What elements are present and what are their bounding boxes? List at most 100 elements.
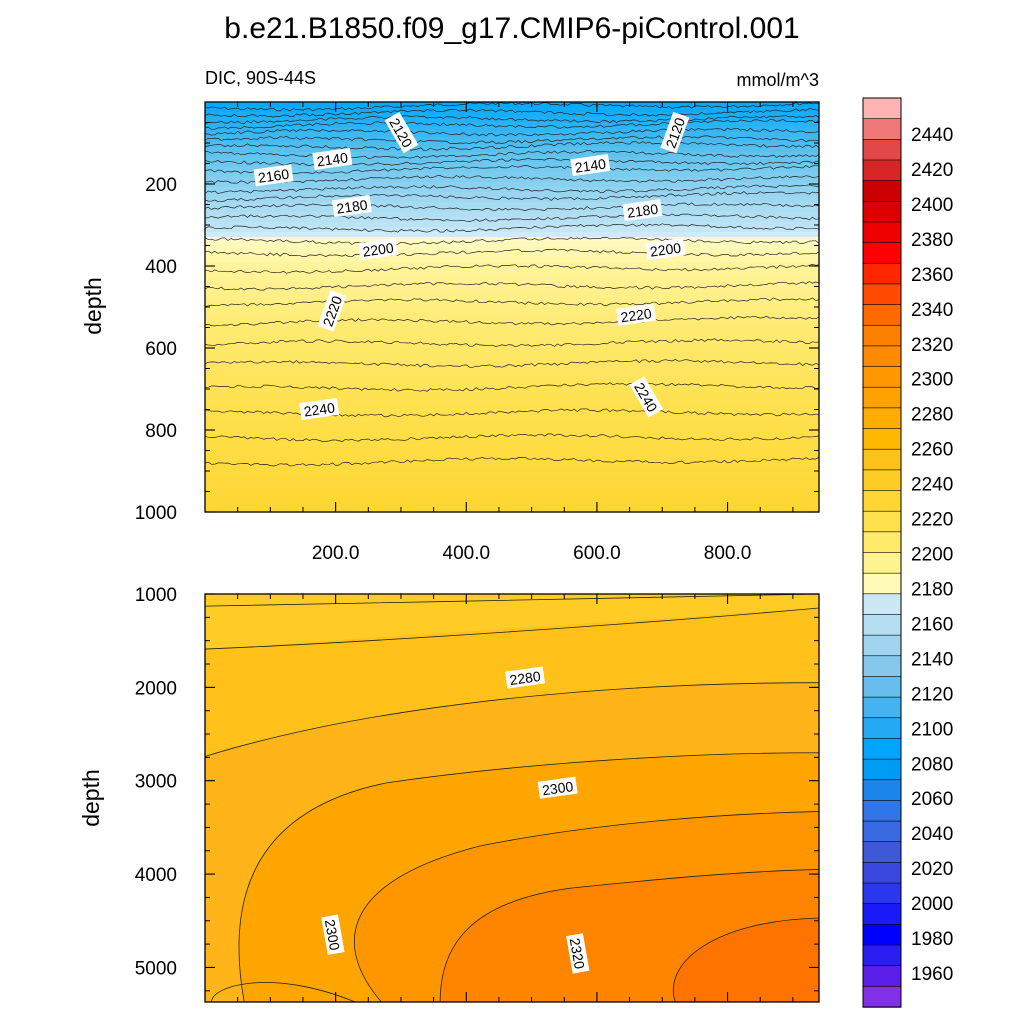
colorbar-label: 2400 [911, 195, 953, 216]
colorbar-box [862, 531, 902, 554]
colorbar-box [862, 634, 902, 657]
y-tick-label-lower: 5000 [135, 958, 177, 979]
colorbar-box [862, 118, 902, 141]
colorbar-box [862, 593, 902, 616]
colorbar-box [862, 717, 902, 740]
colorbar-box [862, 820, 902, 843]
colorbar-label: 2060 [911, 789, 953, 810]
y-tick-label-upper: 600 [145, 339, 177, 360]
colorbar-box [862, 139, 902, 161]
contour-label-upper-8: 2200 [645, 238, 686, 261]
colorbar-box [862, 655, 902, 678]
colorbar-label: 2420 [911, 160, 953, 181]
colorbar-label: 2260 [911, 440, 953, 461]
y-tick-label-upper: 1000 [135, 503, 177, 524]
colorbar-label: 2360 [911, 265, 953, 286]
colorbar-box [862, 903, 902, 926]
contour-label-lower-2: 2300 [321, 914, 345, 955]
colorbar-box [862, 924, 902, 946]
colorbar-label: 2020 [911, 859, 953, 880]
colorbar-box [862, 614, 902, 636]
contour-label-upper-7: 2200 [358, 238, 399, 261]
colorbar-label: 2300 [911, 370, 953, 391]
colorbar-label: 2280 [911, 405, 953, 426]
contour-label-upper-5: 2180 [331, 195, 372, 218]
colorbar-box [862, 758, 902, 781]
svg-text:2320: 2320 [567, 937, 588, 971]
colorbar-box [862, 407, 902, 430]
colorbar-box [862, 159, 902, 182]
colorbar-box [862, 572, 902, 595]
svg-text:2300: 2300 [541, 778, 574, 798]
colorbar-box [862, 283, 902, 306]
x-tick-label: 600.0 [573, 543, 621, 564]
colorbar-box [862, 944, 902, 967]
colorbar: 2440 2420 2400 2380 2360 2340 2320 2300 2280 2260… [862, 97, 953, 1008]
y-tick-label-upper: 200 [145, 175, 177, 196]
svg-text:2200: 2200 [362, 239, 395, 259]
svg-text:2140: 2140 [316, 149, 349, 169]
colorbar-box [862, 738, 902, 760]
contour-label-upper-6: 2180 [622, 199, 663, 222]
x-tick-label: 800.0 [704, 543, 752, 564]
colorbar-label: 2140 [911, 649, 953, 670]
colorbar-label: 2180 [911, 579, 953, 600]
svg-text:2280: 2280 [509, 668, 542, 688]
colorbar-box [862, 180, 902, 202]
colorbar-box [862, 324, 902, 347]
colorbar-box [862, 366, 902, 388]
colorbar-label: 1980 [911, 929, 953, 950]
svg-text:2160: 2160 [257, 166, 290, 186]
y-tick-label-lower: 4000 [135, 865, 177, 886]
y-axis-label-lower: depth [78, 769, 104, 827]
colorbar-box [862, 552, 902, 574]
colorbar-box [862, 510, 902, 533]
contour-label-upper-11: 2240 [299, 397, 340, 421]
contour-label-lower-1: 2300 [537, 776, 578, 799]
colorbar-box [862, 221, 902, 244]
y-axis-label-upper: depth [80, 277, 106, 335]
colorbar-label: 2220 [911, 510, 953, 531]
colorbar-box [862, 490, 902, 512]
colorbar-label: 1960 [911, 964, 953, 985]
contour-label-upper-4: 2160 [253, 164, 294, 187]
svg-text:2240: 2240 [303, 399, 336, 419]
colorbar-label: 2120 [911, 684, 953, 705]
colorbar-box [862, 696, 902, 719]
colorbar-box [862, 345, 902, 368]
chart-title: b.e21.B1850.f09_g17.CMIP6-piControl.001 [224, 12, 799, 45]
y-tick-label-upper: 800 [145, 421, 177, 442]
svg-text:2300: 2300 [322, 918, 343, 952]
colorbar-box [862, 882, 902, 905]
colorbar-label: 2080 [911, 754, 953, 775]
contour-label-upper-2: 2140 [312, 147, 353, 170]
colorbar-box [862, 448, 902, 471]
colorbar-label: 2200 [911, 545, 953, 566]
subtitle-left: DIC, 90S-44S [205, 68, 316, 88]
svg-text:2180: 2180 [335, 196, 368, 216]
subtitle-right: mmol/m^3 [737, 70, 819, 90]
x-tick-label: 400.0 [443, 543, 491, 564]
svg-text:2220: 2220 [620, 305, 653, 325]
y-tick-label-lower: 1000 [135, 585, 177, 606]
colorbar-box [862, 779, 902, 802]
x-tick-label: 200.0 [312, 543, 360, 564]
y-tick-label-lower: 2000 [135, 678, 177, 699]
colorbar-box [862, 862, 902, 884]
svg-text:2180: 2180 [626, 201, 659, 221]
colorbar-box [862, 242, 902, 264]
colorbar-label: 2160 [911, 614, 953, 635]
colorbar-label: 2340 [911, 300, 953, 321]
colorbar-label: 2440 [911, 125, 953, 146]
y-tick-label-lower: 3000 [135, 772, 177, 793]
colorbar-label: 2320 [911, 335, 953, 356]
colorbar-box [862, 469, 902, 492]
colorbar-box [862, 97, 902, 120]
lower-panel: 2280 2300 2300 2320 1000 2000 3000 4000 5000 [135, 585, 820, 1003]
svg-text:2200: 2200 [649, 239, 682, 259]
colorbar-label: 2240 [911, 475, 953, 496]
colorbar-label: 2380 [911, 230, 953, 251]
colorbar-label: 2040 [911, 824, 953, 845]
